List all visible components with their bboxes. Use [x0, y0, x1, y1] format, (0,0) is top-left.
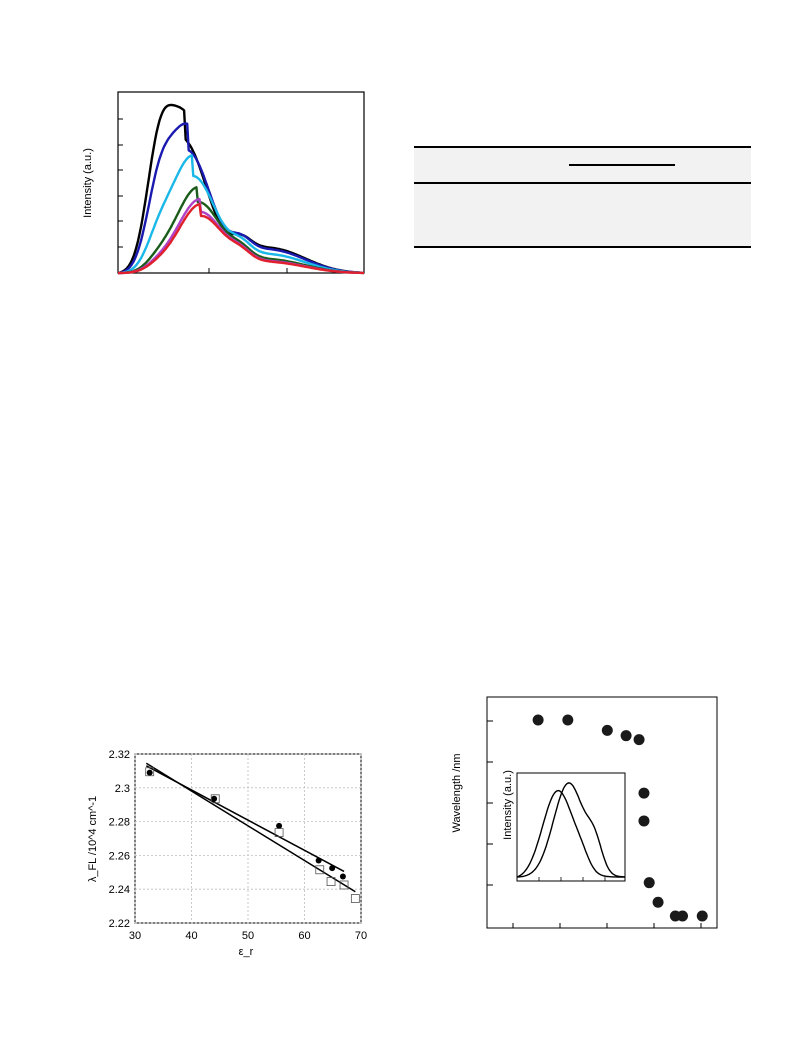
emission-point-1-5 [339, 880, 349, 890]
inset-series-0 [516, 789, 625, 878]
spectra-frame [117, 91, 365, 274]
wavelength-point-10 [677, 910, 688, 922]
emission-point-1-4 [326, 877, 336, 886]
emission-y-tick-label-4: 2.3 [115, 783, 130, 795]
spectra-series-1 [117, 122, 364, 275]
table-column-group-rule [569, 164, 675, 166]
spectra-plot-area [117, 91, 365, 274]
emission-fit-line-1 [145, 762, 356, 893]
inset-plot-area [516, 772, 626, 882]
spectra-y-axis-label: Intensity (a.u.) [82, 148, 94, 218]
wavelength-point-1 [562, 714, 574, 726]
emission-y-tick-label-2: 2.26 [109, 850, 130, 862]
emission-point-0-4 [329, 865, 336, 872]
emission-point-0-5 [339, 873, 346, 880]
inset-series-1 [516, 782, 626, 878]
emission-point-1-1 [210, 794, 220, 804]
spectra-series-5 [118, 202, 364, 275]
wavelength-point-4 [633, 734, 645, 746]
table-subheader-rule-3 [600, 182, 642, 184]
emission-y-tick-label-1: 2.24 [109, 884, 130, 896]
wavelength-point-3 [620, 730, 632, 742]
data-table [414, 146, 751, 248]
wavelength-point-8 [652, 896, 664, 908]
spectra-curves [117, 103, 365, 275]
emission-y-axis-label: λ_FL /10^4 cm^-1 [87, 796, 99, 882]
table-subheader-rule-2 [527, 182, 569, 184]
emission-point-1-6 [350, 894, 360, 903]
emission-x-tick-label-2: 50 [242, 930, 254, 942]
table-header-rule [414, 182, 751, 184]
wavelength-point-2 [601, 724, 613, 736]
emission-x-tick-label-4: 70 [355, 930, 367, 942]
emission-x-tick-label-1: 40 [185, 930, 197, 942]
emission-x-axis-label: ε_r [239, 946, 254, 958]
emission-point-1-3 [315, 865, 325, 875]
emission-x-tick-label-0: 30 [129, 930, 141, 942]
wavelength-y-axis-label: Wavelength /nm [451, 753, 463, 832]
emission-point-1-0 [145, 767, 155, 777]
wavelength-point-7 [643, 877, 655, 889]
emission-point-0-3 [315, 857, 322, 864]
emission-x-tick-label-3: 60 [298, 930, 310, 942]
table-subheader-rule-1 [442, 182, 484, 184]
emission-point-0-0 [146, 769, 153, 776]
emission-y-tick-label-0: 2.22 [109, 918, 130, 930]
spectra-series-2 [117, 154, 365, 275]
emission-y-tick-label-5: 2.32 [109, 749, 130, 761]
emission-marks [145, 762, 360, 903]
wavelength-point-6 [638, 815, 650, 827]
emission-y-tick-label-3: 2.28 [109, 817, 130, 829]
emission-ticks: 30 40 50 60 70 2.22 2.24 2.26 2.28 2.3 2.32 [109, 749, 368, 942]
emission-point-1-2 [274, 828, 284, 837]
wavelength-marks [532, 714, 708, 922]
table-subheader-rule-4 [675, 182, 717, 184]
emission-point-0-1 [211, 795, 218, 802]
emission-point-0-2 [276, 822, 283, 829]
inset-curves [516, 782, 626, 878]
wavelength-point-5 [638, 787, 650, 799]
inset-y-axis-label: Intensity (a.u.) [502, 770, 514, 840]
wavelength-point-0 [532, 714, 544, 726]
wavelength-frame [486, 696, 718, 929]
wavelength-plot-area [486, 696, 718, 929]
wavelength-point-11 [696, 910, 708, 922]
inset-frame [516, 772, 626, 882]
